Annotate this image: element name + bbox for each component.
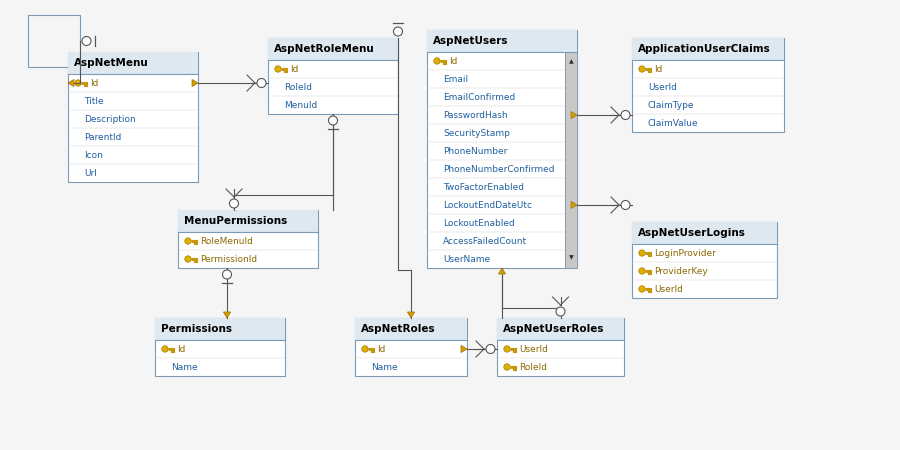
Text: Id: Id xyxy=(177,345,185,354)
Circle shape xyxy=(162,346,168,352)
Circle shape xyxy=(362,346,368,352)
Bar xyxy=(28,15,80,67)
Circle shape xyxy=(434,58,440,64)
Circle shape xyxy=(222,270,231,279)
Text: UserId: UserId xyxy=(519,345,548,354)
Bar xyxy=(355,318,467,340)
Text: PermissionId: PermissionId xyxy=(200,255,257,264)
Text: SecurityStamp: SecurityStamp xyxy=(443,129,510,138)
Text: TwoFactorEnabled: TwoFactorEnabled xyxy=(443,183,524,192)
Bar xyxy=(155,318,285,376)
Circle shape xyxy=(75,80,81,86)
Bar xyxy=(632,222,777,244)
Bar xyxy=(268,38,398,114)
Bar xyxy=(68,52,198,74)
Text: AspNetRoleMenu: AspNetRoleMenu xyxy=(274,44,374,54)
Text: Id: Id xyxy=(377,345,385,354)
Text: LockoutEndDateUtc: LockoutEndDateUtc xyxy=(443,201,532,210)
Text: MenuPermissions: MenuPermissions xyxy=(184,216,287,226)
Text: AspNetUserLogins: AspNetUserLogins xyxy=(638,228,746,238)
Bar xyxy=(68,52,198,182)
Circle shape xyxy=(639,250,645,256)
Text: ApplicationUserClaims: ApplicationUserClaims xyxy=(638,44,770,54)
Bar xyxy=(427,30,577,268)
Bar xyxy=(427,30,577,52)
Text: ProviderKey: ProviderKey xyxy=(654,266,707,275)
Circle shape xyxy=(257,78,266,87)
Circle shape xyxy=(184,238,191,244)
Text: Permissions: Permissions xyxy=(161,324,232,334)
Text: ParentId: ParentId xyxy=(84,132,122,141)
Text: AspNetUsers: AspNetUsers xyxy=(433,36,508,46)
Text: LockoutEnabled: LockoutEnabled xyxy=(443,219,515,228)
Text: UserName: UserName xyxy=(443,255,491,264)
Polygon shape xyxy=(499,268,506,274)
Polygon shape xyxy=(571,202,577,209)
Circle shape xyxy=(639,268,645,274)
Text: Id: Id xyxy=(290,64,299,73)
Circle shape xyxy=(504,364,510,370)
Polygon shape xyxy=(192,79,198,86)
Bar xyxy=(355,318,467,376)
Text: ▲: ▲ xyxy=(569,59,573,64)
Polygon shape xyxy=(408,312,415,318)
Text: RoleMenuId: RoleMenuId xyxy=(200,237,253,246)
Bar xyxy=(497,318,624,340)
Text: AspNetUserRoles: AspNetUserRoles xyxy=(503,324,605,334)
Text: Icon: Icon xyxy=(84,150,103,159)
Text: LoginProvider: LoginProvider xyxy=(654,248,716,257)
Circle shape xyxy=(639,66,645,72)
Text: ClaimValue: ClaimValue xyxy=(648,118,698,127)
Text: RoleId: RoleId xyxy=(519,363,547,372)
Text: Id: Id xyxy=(90,78,98,87)
Polygon shape xyxy=(461,346,467,353)
Bar xyxy=(178,210,318,268)
Text: UserId: UserId xyxy=(648,82,677,91)
Polygon shape xyxy=(223,312,230,318)
Circle shape xyxy=(328,116,338,125)
Circle shape xyxy=(621,201,630,210)
Polygon shape xyxy=(68,79,74,86)
Text: Id: Id xyxy=(449,57,457,66)
Text: PhoneNumber: PhoneNumber xyxy=(443,147,508,156)
Circle shape xyxy=(393,27,402,36)
Bar xyxy=(178,210,318,232)
Bar xyxy=(632,38,784,60)
Bar xyxy=(497,318,624,376)
Circle shape xyxy=(486,345,495,354)
Text: AspNetRoles: AspNetRoles xyxy=(361,324,436,334)
Text: AccessFailedCount: AccessFailedCount xyxy=(443,237,527,246)
Circle shape xyxy=(274,66,281,72)
Text: Description: Description xyxy=(84,114,136,123)
Circle shape xyxy=(82,36,91,45)
Bar xyxy=(268,38,398,60)
Text: RoleId: RoleId xyxy=(284,82,312,91)
Text: EmailConfirmed: EmailConfirmed xyxy=(443,93,515,102)
Circle shape xyxy=(504,346,510,352)
Circle shape xyxy=(639,286,645,292)
Text: Name: Name xyxy=(171,363,198,372)
Text: Url: Url xyxy=(84,168,97,177)
Bar xyxy=(155,318,285,340)
Circle shape xyxy=(230,199,238,208)
Text: Title: Title xyxy=(84,96,104,105)
Text: ▼: ▼ xyxy=(569,256,573,261)
Circle shape xyxy=(184,256,191,262)
Text: PasswordHash: PasswordHash xyxy=(443,111,508,120)
Bar xyxy=(632,222,777,298)
Text: Id: Id xyxy=(654,64,662,73)
Bar xyxy=(632,38,784,132)
Text: Name: Name xyxy=(371,363,398,372)
Bar xyxy=(565,52,577,268)
Text: AspNetMenu: AspNetMenu xyxy=(74,58,148,68)
Text: MenuId: MenuId xyxy=(284,100,317,109)
Text: Email: Email xyxy=(443,75,468,84)
Circle shape xyxy=(556,307,565,316)
Circle shape xyxy=(621,111,630,120)
Text: PhoneNumberConfirmed: PhoneNumberConfirmed xyxy=(443,165,554,174)
Text: UserId: UserId xyxy=(654,284,683,293)
Polygon shape xyxy=(571,112,577,119)
Text: ClaimType: ClaimType xyxy=(648,100,695,109)
